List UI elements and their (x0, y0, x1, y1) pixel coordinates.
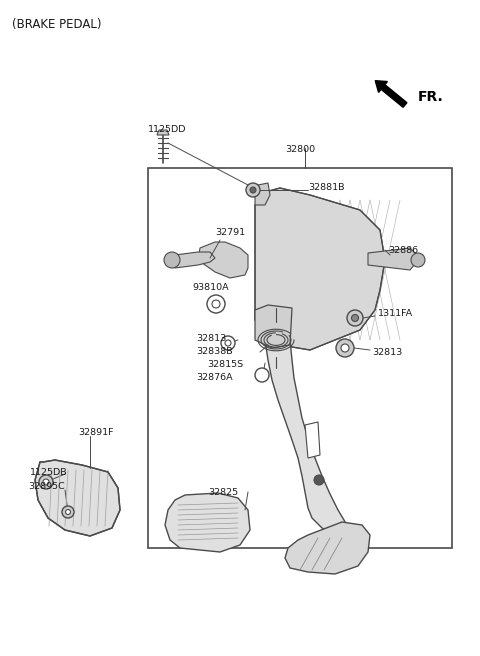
Polygon shape (265, 340, 350, 535)
Text: 32891F: 32891F (78, 428, 113, 437)
Circle shape (250, 187, 256, 193)
Bar (148, 168, 452, 548)
Text: 32791: 32791 (215, 228, 245, 237)
Polygon shape (172, 252, 215, 268)
Polygon shape (165, 493, 250, 552)
Circle shape (225, 340, 231, 346)
Circle shape (255, 368, 269, 382)
Text: 1311FA: 1311FA (378, 309, 413, 318)
Polygon shape (255, 305, 292, 348)
Text: 32895C: 32895C (28, 482, 65, 491)
Polygon shape (35, 460, 120, 536)
Text: 1125DD: 1125DD (148, 125, 187, 134)
Text: 32813: 32813 (372, 348, 402, 357)
Circle shape (411, 253, 425, 267)
Text: 32838B: 32838B (196, 347, 233, 356)
Text: 32886: 32886 (388, 246, 418, 255)
Text: 93810A: 93810A (192, 283, 228, 292)
Polygon shape (157, 130, 169, 135)
Circle shape (43, 479, 49, 485)
Polygon shape (255, 183, 270, 205)
Polygon shape (285, 522, 370, 574)
Text: 32881B: 32881B (308, 183, 345, 192)
Text: 32876A: 32876A (196, 373, 233, 382)
Circle shape (336, 339, 354, 357)
FancyArrow shape (375, 81, 407, 108)
Circle shape (62, 506, 74, 518)
Polygon shape (198, 242, 248, 278)
Circle shape (164, 252, 180, 268)
Circle shape (351, 314, 359, 321)
Text: FR.: FR. (418, 90, 444, 104)
Text: (BRAKE PEDAL): (BRAKE PEDAL) (12, 18, 101, 31)
Circle shape (341, 344, 349, 352)
Circle shape (207, 295, 225, 313)
Text: 32800: 32800 (285, 145, 315, 154)
Circle shape (65, 510, 71, 514)
Text: 1125DB: 1125DB (30, 468, 68, 477)
Circle shape (39, 475, 53, 489)
Text: 32825: 32825 (208, 488, 238, 497)
Polygon shape (255, 188, 385, 350)
Circle shape (246, 183, 260, 197)
Circle shape (347, 310, 363, 326)
Text: 32815S: 32815S (207, 360, 243, 369)
Polygon shape (368, 248, 418, 270)
Polygon shape (305, 422, 320, 458)
Circle shape (221, 336, 235, 350)
Text: 32813: 32813 (196, 334, 226, 343)
Circle shape (212, 300, 220, 308)
Circle shape (314, 475, 324, 485)
